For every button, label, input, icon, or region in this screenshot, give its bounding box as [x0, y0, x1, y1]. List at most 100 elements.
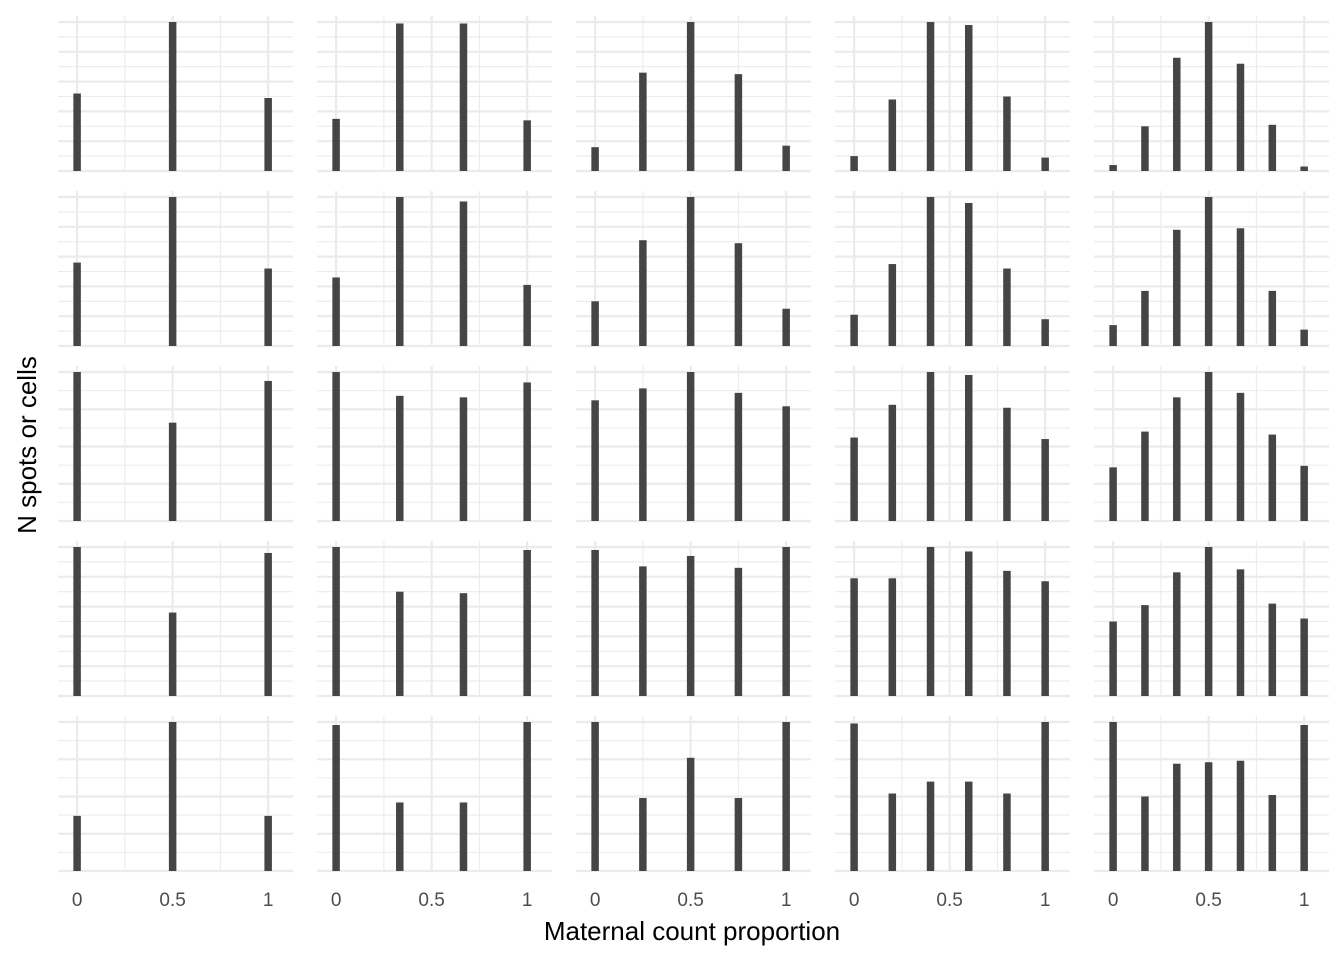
bar: [168, 422, 177, 521]
bar: [73, 262, 81, 346]
bar: [639, 72, 647, 171]
x-tick-label: 0.5: [1195, 890, 1221, 911]
bar: [782, 308, 790, 346]
bar: [926, 372, 935, 521]
bar: [1236, 63, 1245, 171]
bar: [1300, 329, 1308, 346]
facet-panel-r1-c1: [58, 16, 293, 173]
bar: [686, 22, 695, 171]
bar: [73, 93, 81, 171]
bar: [523, 120, 531, 171]
bar: [888, 404, 897, 521]
bar: [639, 797, 647, 871]
x-tick-label: 1: [1040, 890, 1051, 911]
bar: [734, 797, 743, 871]
bar: [264, 552, 272, 696]
bar: [591, 400, 599, 521]
bar: [1141, 796, 1149, 871]
bar: [73, 547, 81, 696]
bar: [1204, 197, 1213, 346]
bar: [1041, 157, 1049, 171]
facet-panel-r2-c4: [835, 191, 1070, 348]
facet-panel-r5-c3: [576, 716, 811, 873]
bar: [1204, 22, 1213, 171]
facet-panel-r1-c5: [1094, 16, 1329, 173]
bar: [1003, 268, 1011, 346]
facet-panel-r5-c5: [1094, 716, 1329, 873]
bar: [1109, 467, 1117, 521]
bar: [396, 591, 404, 696]
bar: [1173, 229, 1181, 346]
bar: [459, 23, 468, 171]
bar: [1041, 722, 1049, 871]
bar: [686, 555, 695, 696]
bar: [1300, 465, 1308, 521]
bar: [639, 240, 647, 346]
facet-panel-r4-c3: [576, 541, 811, 698]
bar: [1173, 57, 1181, 172]
bar: [523, 284, 531, 346]
x-tick-label: 0: [1108, 890, 1119, 911]
x-tick-labels: 0 0 0 0 0 0.5 0.5 0.5 0.5 0.5 1 1 1 1 1: [72, 890, 1310, 911]
bar: [1109, 722, 1117, 871]
bar: [168, 722, 177, 871]
bar: [1268, 603, 1277, 696]
bar: [1173, 763, 1181, 871]
facet-panel-r4-c5: [1094, 541, 1329, 698]
bar: [1204, 372, 1213, 521]
bar: [1236, 760, 1245, 871]
bar: [1300, 724, 1308, 871]
bar: [459, 593, 468, 696]
bar: [332, 724, 340, 871]
bar: [734, 243, 743, 346]
bar: [1109, 165, 1117, 171]
bar: [523, 549, 531, 696]
bar: [332, 547, 340, 696]
bar: [73, 815, 81, 871]
bar: [639, 566, 647, 696]
x-tick-label: 1: [522, 890, 533, 911]
bar: [1109, 325, 1117, 346]
bar: [264, 815, 272, 871]
x-tick-label: 0: [72, 890, 83, 911]
bar: [1173, 572, 1181, 696]
bar: [888, 264, 897, 346]
bar: [459, 201, 468, 346]
facet-panel-r5-c4: [835, 716, 1070, 873]
bar: [926, 22, 935, 171]
bar: [1236, 569, 1245, 696]
bar: [396, 197, 404, 346]
x-tick-label: 1: [1299, 890, 1310, 911]
bar: [264, 97, 272, 171]
facet-panel-r3-c3: [576, 366, 811, 523]
bar: [782, 406, 790, 521]
bar: [850, 723, 858, 871]
facet-panel-r1-c3: [576, 16, 811, 173]
bar: [850, 156, 858, 171]
bar: [459, 397, 468, 521]
bar: [591, 722, 599, 871]
x-tick-label: 0: [590, 890, 601, 911]
bar: [1268, 434, 1277, 521]
bar: [1268, 795, 1277, 871]
bar: [1204, 547, 1213, 696]
bar: [964, 374, 973, 521]
bar: [888, 99, 897, 171]
facet-panel-r4-c1: [58, 541, 293, 698]
bar: [396, 802, 404, 871]
x-tick-label: 1: [781, 890, 792, 911]
bar: [1003, 96, 1011, 171]
bar: [850, 437, 858, 521]
bar: [782, 145, 790, 171]
facet-panel-r1-c2: [317, 16, 552, 173]
facet-panel-r5-c1: [58, 716, 293, 873]
bar: [591, 147, 599, 171]
facet-panel-r3-c5: [1094, 366, 1329, 523]
bar: [888, 578, 897, 696]
bar: [926, 781, 935, 871]
bar: [1041, 581, 1049, 696]
bar: [1003, 793, 1011, 871]
x-axis-title: Maternal count proportion: [544, 916, 840, 946]
bar: [1268, 124, 1277, 171]
